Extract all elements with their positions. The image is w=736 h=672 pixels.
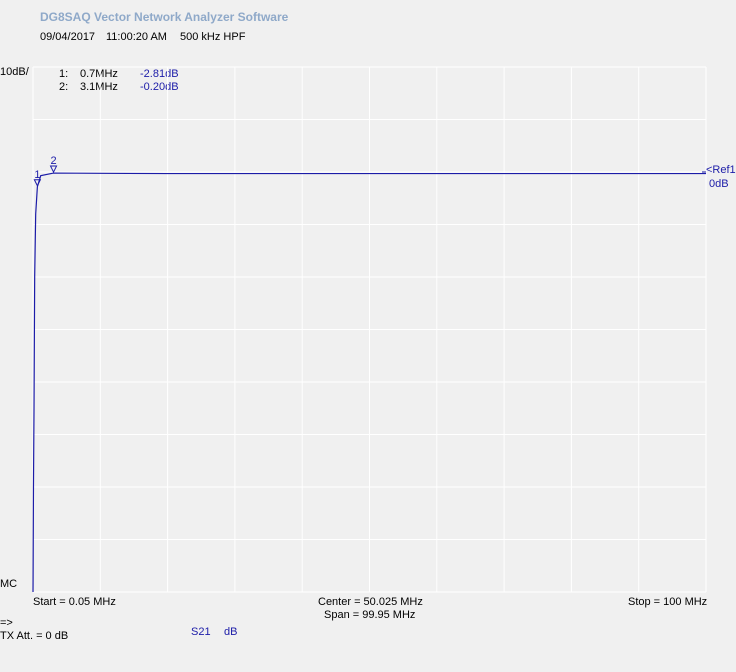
marker-2-label: 2	[50, 155, 56, 167]
sweep-time: 11:00:20 AM	[106, 31, 167, 43]
grid	[32, 66, 707, 593]
scale-per-division: 10dB/	[0, 66, 29, 78]
marker-2-triangle[interactable]	[49, 165, 58, 174]
center-frequency: Center = 50.025 MHz	[318, 596, 423, 608]
sweep-date: 09/04/2017	[40, 31, 96, 43]
arrow-indicator: =>	[0, 617, 13, 629]
trace-unit[interactable]: dB	[224, 626, 238, 638]
marker-2-index: 2:	[59, 81, 69, 93]
marker-1-label: 1	[34, 169, 40, 181]
span-frequency: Span = 99.95 MHz	[324, 609, 416, 621]
app-title: DG8SAQ Vector Network Analyzer Software	[40, 10, 289, 24]
mc-label: MC	[0, 578, 18, 590]
trace-name[interactable]: S21	[191, 626, 211, 638]
tx-attenuation: TX Att. = 0 dB	[0, 630, 69, 642]
stop-frequency: Stop = 100 MHz	[628, 596, 708, 608]
marker-1-index: 1:	[59, 68, 69, 80]
reference-value: 0dB	[709, 178, 729, 190]
sweep-description: 500 kHz HPF	[180, 31, 246, 43]
reference-label: <Ref1	[706, 164, 736, 176]
marker-2-frequency: 3.1MHz	[80, 81, 118, 93]
marker-1-value: -2.81dB	[140, 68, 179, 80]
marker-2-value: -0.20dB	[140, 81, 179, 93]
start-frequency: Start = 0.05 MHz	[33, 596, 116, 608]
marker-1-frequency: 0.7MHz	[80, 68, 118, 80]
markers: 12	[33, 155, 706, 187]
marker-1-triangle[interactable]	[33, 179, 42, 187]
